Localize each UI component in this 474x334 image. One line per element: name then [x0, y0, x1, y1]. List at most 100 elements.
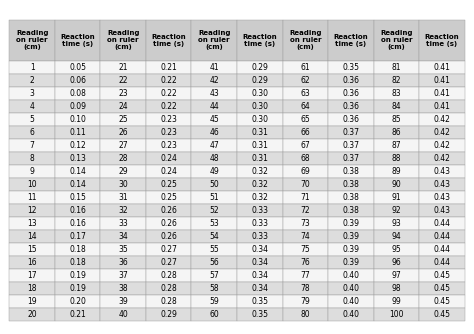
Text: 60: 60	[210, 310, 219, 319]
Text: 58: 58	[210, 284, 219, 293]
Bar	[9, 113, 55, 126]
Text: Reading
on ruler
(cm): Reading on ruler (cm)	[16, 30, 48, 50]
Text: 0.45: 0.45	[433, 310, 450, 319]
Text: 0.10: 0.10	[69, 115, 86, 124]
Text: 37: 37	[118, 271, 128, 280]
Bar	[100, 152, 146, 165]
Text: 84: 84	[392, 102, 401, 111]
Text: 0.32: 0.32	[251, 180, 268, 189]
Bar	[146, 282, 191, 295]
Bar	[237, 242, 283, 256]
Bar	[146, 204, 191, 217]
Bar	[55, 20, 100, 61]
Text: 0.37: 0.37	[342, 141, 359, 150]
Text: 0.43: 0.43	[433, 180, 450, 189]
Text: 0.41: 0.41	[433, 75, 450, 85]
Bar	[283, 230, 328, 242]
Text: 0.41: 0.41	[433, 89, 450, 98]
Bar	[191, 282, 237, 295]
Bar	[146, 100, 191, 113]
Bar	[100, 217, 146, 230]
Bar	[283, 20, 328, 61]
Bar	[191, 73, 237, 87]
Text: 59: 59	[210, 297, 219, 306]
Text: 0.28: 0.28	[160, 271, 177, 280]
Bar	[100, 100, 146, 113]
Bar	[237, 113, 283, 126]
Bar	[55, 100, 100, 113]
Bar	[146, 73, 191, 87]
Bar	[283, 178, 328, 191]
Text: 0.27: 0.27	[160, 258, 177, 267]
Bar	[237, 139, 283, 152]
Bar	[419, 165, 465, 178]
Bar	[283, 87, 328, 100]
Bar	[328, 20, 374, 61]
Bar	[328, 217, 374, 230]
Bar	[100, 87, 146, 100]
Text: 57: 57	[210, 271, 219, 280]
Text: 0.28: 0.28	[160, 284, 177, 293]
Bar	[283, 73, 328, 87]
Text: 79: 79	[301, 297, 310, 306]
Bar	[146, 87, 191, 100]
Text: 0.43: 0.43	[433, 206, 450, 215]
Text: 50: 50	[210, 180, 219, 189]
Bar	[9, 73, 55, 87]
Bar	[146, 308, 191, 321]
Text: 0.21: 0.21	[69, 310, 86, 319]
Text: Reaction
time (s): Reaction time (s)	[424, 34, 459, 47]
Text: 0.39: 0.39	[342, 244, 359, 254]
Text: 0.17: 0.17	[69, 232, 86, 240]
Bar	[328, 113, 374, 126]
Bar	[283, 113, 328, 126]
Bar	[100, 295, 146, 308]
Bar	[374, 242, 419, 256]
Text: 0.42: 0.42	[433, 128, 450, 137]
Bar	[328, 73, 374, 87]
Text: Reaction
time (s): Reaction time (s)	[151, 34, 186, 47]
Bar	[191, 61, 237, 73]
Text: Reading
on ruler
(cm): Reading on ruler (cm)	[289, 30, 321, 50]
Bar	[374, 126, 419, 139]
Bar	[374, 217, 419, 230]
Text: 67: 67	[301, 141, 310, 150]
Bar	[100, 256, 146, 269]
Text: 0.38: 0.38	[342, 206, 359, 215]
Bar	[55, 113, 100, 126]
Text: 0.29: 0.29	[251, 75, 268, 85]
Text: 0.29: 0.29	[160, 310, 177, 319]
Text: 0.44: 0.44	[433, 232, 450, 240]
Bar	[419, 191, 465, 204]
Text: 0.42: 0.42	[433, 141, 450, 150]
Text: 0.35: 0.35	[342, 62, 359, 71]
Text: 55: 55	[210, 244, 219, 254]
Text: 0.19: 0.19	[69, 271, 86, 280]
Text: 30: 30	[118, 180, 128, 189]
Text: 7: 7	[30, 141, 35, 150]
Text: 19: 19	[27, 297, 37, 306]
Bar	[419, 73, 465, 87]
Text: 0.30: 0.30	[251, 102, 268, 111]
Text: 0.36: 0.36	[342, 102, 359, 111]
Text: 0.40: 0.40	[342, 284, 359, 293]
Text: 0.34: 0.34	[251, 271, 268, 280]
Bar	[9, 295, 55, 308]
Text: 23: 23	[118, 89, 128, 98]
Text: 0.31: 0.31	[251, 128, 268, 137]
Text: 0.39: 0.39	[342, 258, 359, 267]
Text: 0.43: 0.43	[433, 193, 450, 202]
Text: 95: 95	[392, 244, 401, 254]
Bar	[328, 126, 374, 139]
Bar	[9, 242, 55, 256]
Bar	[374, 308, 419, 321]
Bar	[237, 87, 283, 100]
Bar	[146, 139, 191, 152]
Text: 33: 33	[118, 219, 128, 228]
Text: 0.33: 0.33	[251, 206, 268, 215]
Text: 44: 44	[210, 102, 219, 111]
Text: 0.38: 0.38	[342, 180, 359, 189]
Text: 92: 92	[392, 206, 401, 215]
Text: Reading
on ruler
(cm): Reading on ruler (cm)	[198, 30, 230, 50]
Text: 51: 51	[210, 193, 219, 202]
